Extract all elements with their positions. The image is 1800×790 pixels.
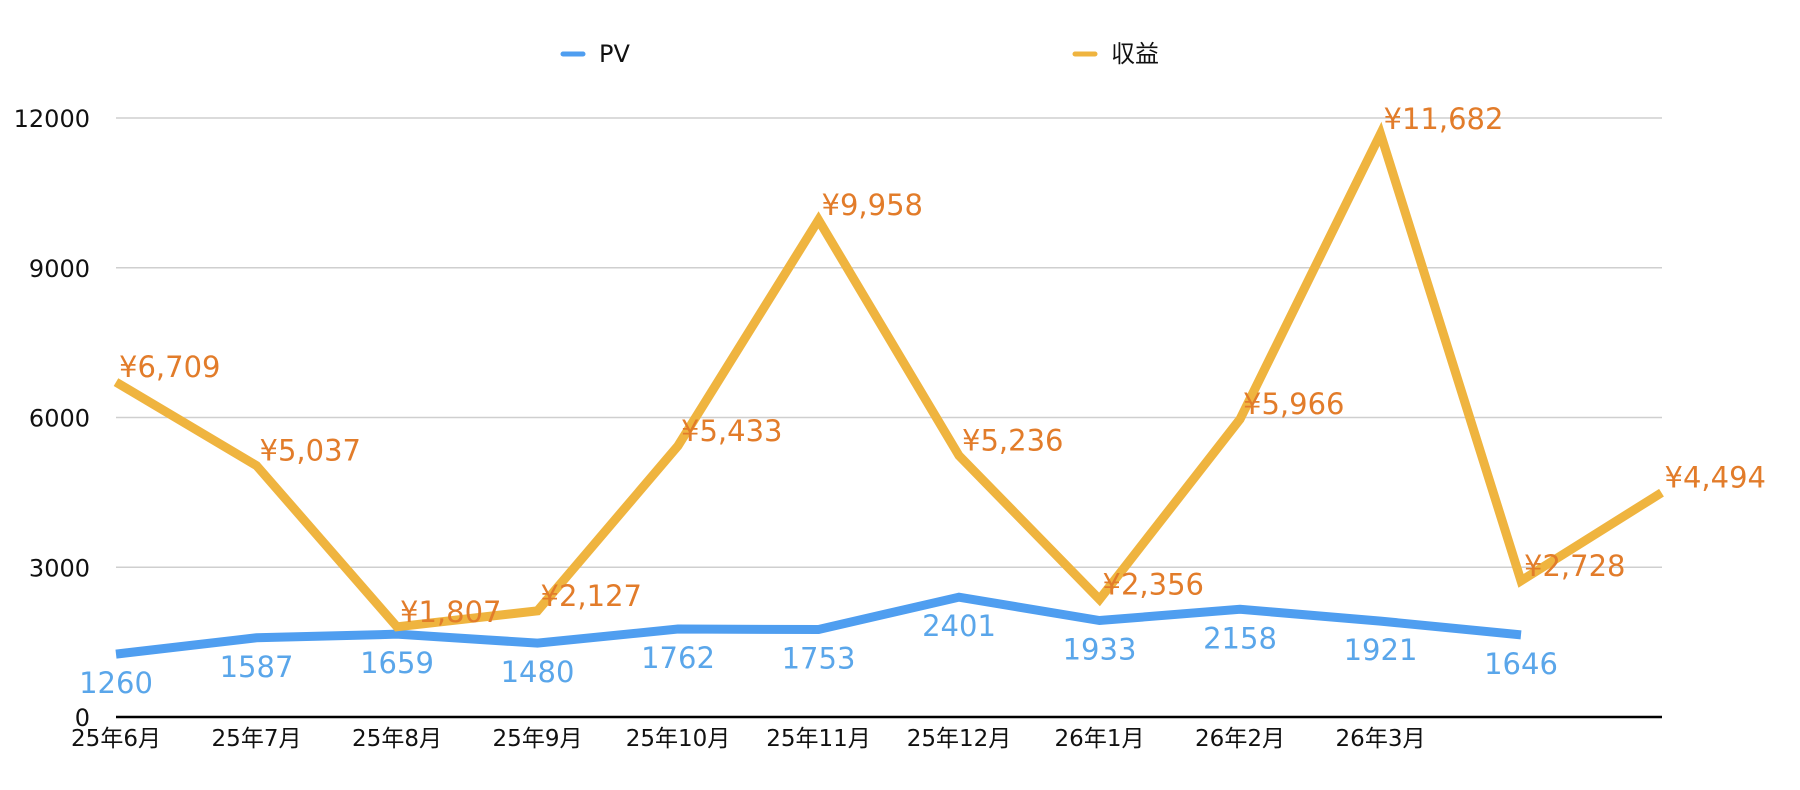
data-label-pv: 1659 <box>360 646 434 680</box>
x-tick-label: 25年9月 <box>493 726 583 752</box>
x-tick-label: 25年12月 <box>907 726 1012 752</box>
data-label-revenue: ¥5,037 <box>260 434 361 468</box>
x-tick-label: 25年11月 <box>766 726 871 752</box>
data-label-pv: 1933 <box>1063 633 1137 667</box>
data-label-pv: 1587 <box>220 650 294 684</box>
data-label-revenue: ¥6,709 <box>119 350 220 384</box>
data-label-pv: 1753 <box>782 641 856 675</box>
data-label-pv: 2401 <box>922 609 996 643</box>
x-tick-label: 25年10月 <box>626 726 731 752</box>
data-label-revenue: ¥9,958 <box>822 188 923 222</box>
legend-label-1: 収益 <box>1111 40 1159 68</box>
series-lines <box>113 121 1664 659</box>
data-label-revenue: ¥2,356 <box>1103 567 1204 601</box>
data-label-pv: 2158 <box>1203 621 1277 655</box>
data-label-pv: 1762 <box>641 641 715 675</box>
y-tick-label: 9000 <box>29 255 90 283</box>
data-label-pv: 1260 <box>79 666 153 700</box>
x-tick-label: 25年6月 <box>71 726 161 752</box>
data-label-pv: 1480 <box>501 655 575 689</box>
data-label-pv: 1921 <box>1344 633 1418 667</box>
x-tick-label: 25年7月 <box>212 726 302 752</box>
series-line-0 <box>115 592 1522 659</box>
y-tick-label: 0 <box>75 704 90 732</box>
data-label-revenue: ¥5,433 <box>681 414 782 448</box>
data-label-revenue: ¥1,807 <box>400 595 501 629</box>
legend: PV 収益 <box>560 40 1159 68</box>
series-line-1 <box>113 121 1664 632</box>
data-label-revenue: ¥5,966 <box>1243 387 1344 421</box>
x-tick-label: 26年3月 <box>1336 726 1426 752</box>
y-tick-label: 12000 <box>14 105 90 133</box>
data-label-revenue: ¥11,682 <box>1384 102 1504 136</box>
y-tick-label: 3000 <box>29 554 90 582</box>
x-tick-label: 26年2月 <box>1195 726 1285 752</box>
data-label-revenue: ¥5,236 <box>962 424 1063 458</box>
gridlines <box>116 117 1662 568</box>
data-label-revenue: ¥2,127 <box>541 579 642 613</box>
x-tick-label: 26年1月 <box>1055 726 1145 752</box>
legend-label-0: PV <box>599 40 630 68</box>
data-label-revenue: ¥2,728 <box>1524 549 1625 583</box>
data-label-revenue: ¥4,494 <box>1665 461 1766 495</box>
data-label-pv: 1646 <box>1484 647 1558 681</box>
data-labels: 1260 1587 1659 1480 1762 1753 2401 1933 2158 1921… <box>79 102 1766 700</box>
y-tick-label: 6000 <box>29 405 90 433</box>
x-tick-label: 25年8月 <box>352 726 442 752</box>
axes: 0 3000 6000 9000 12000 25年6月 25年7月 25年8月 25年9月 25… <box>14 105 1662 752</box>
